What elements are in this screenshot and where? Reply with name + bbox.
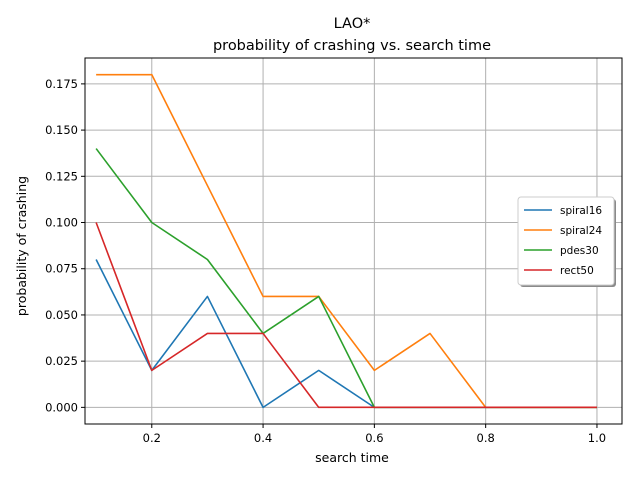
y-tick-label: 0.050: [45, 308, 78, 322]
y-axis: 0.000 0.025 0.050 0.075 0.100 0.125 0.150 0.175: [45, 77, 85, 414]
y-tick-label: 0.175: [45, 77, 78, 91]
chart-subtitle: probability of crashing vs. search time: [213, 38, 491, 54]
x-tick-label: 1.0: [588, 431, 606, 445]
series-group: [95, 73, 597, 409]
x-tick-label: 0.8: [477, 431, 495, 445]
legend-label-spiral24: spiral24: [560, 225, 602, 237]
x-tick-label: 0.4: [254, 431, 272, 445]
y-tick-label: 0.150: [45, 123, 78, 137]
legend: spiral16 spiral24 pdes30 rect50: [517, 196, 616, 287]
y-tick-label: 0.075: [45, 262, 78, 276]
legend-label-rect50: rect50: [560, 265, 594, 277]
y-tick-label: 0.025: [45, 354, 78, 368]
legend-label-pdes30: pdes30: [560, 245, 599, 257]
y-axis-label: probability of crashing: [14, 176, 29, 316]
chart-title: LAO*: [334, 16, 371, 32]
x-axis-label: search time: [315, 450, 389, 465]
y-tick-label: 0.000: [45, 400, 78, 414]
x-tick-label: 0.2: [143, 431, 161, 445]
y-tick-label: 0.125: [45, 169, 78, 183]
plot-frame: [84, 57, 623, 425]
series-line-rect50: [95, 222, 597, 409]
x-tick-label: 0.6: [365, 431, 383, 445]
x-axis: 0.2 0.4 0.6 0.8 1.0: [143, 424, 606, 445]
legend-label-spiral16: spiral16: [560, 205, 602, 217]
legend-box: [517, 196, 615, 286]
y-tick-label: 0.100: [45, 216, 78, 230]
